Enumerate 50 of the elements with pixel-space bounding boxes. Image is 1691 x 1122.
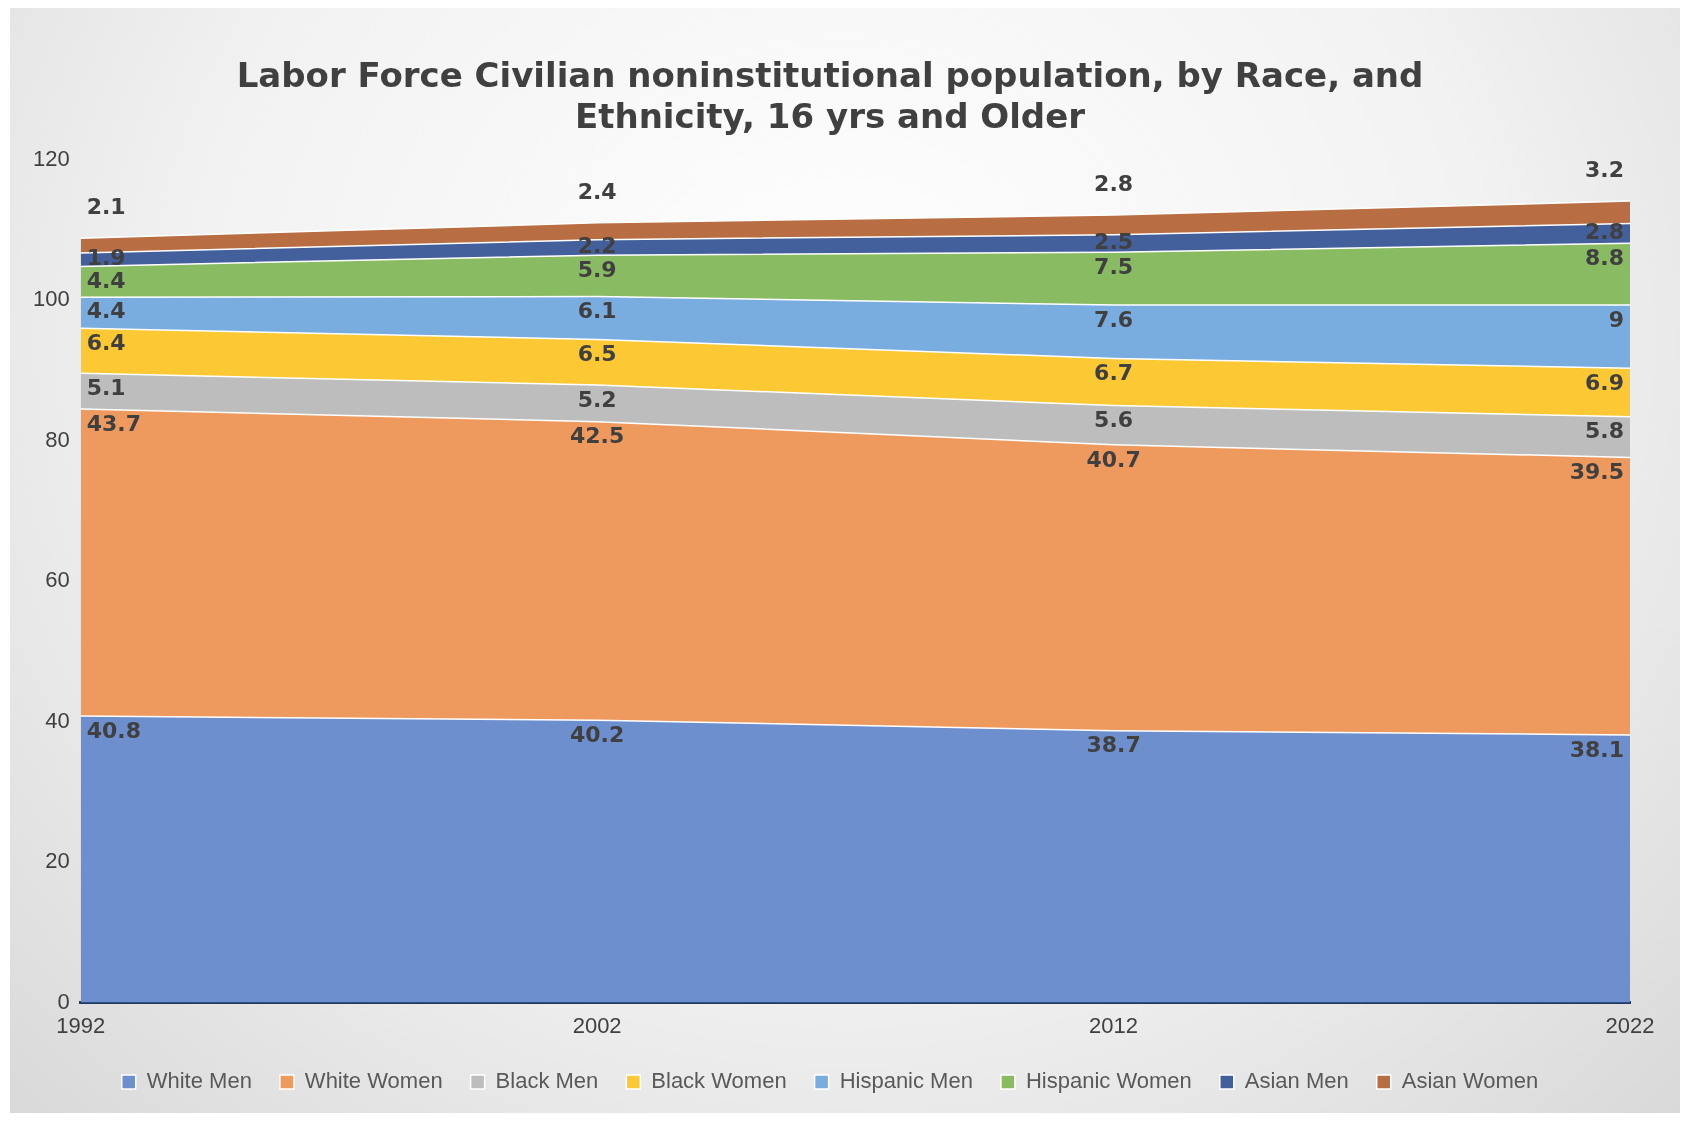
legend-label: Asian Women	[1401, 1068, 1539, 1094]
data-label: 5.6	[1094, 407, 1134, 433]
data-label: 40.7	[1086, 446, 1141, 472]
data-label: 38.1	[1569, 736, 1624, 762]
y-tick-label: 0	[57, 988, 70, 1014]
legend-label: Hispanic Men	[839, 1068, 973, 1094]
data-label: 3.2	[1585, 156, 1624, 182]
x-tick-label: 2012	[1089, 1012, 1139, 1038]
x-tick-label: 2022	[1605, 1012, 1655, 1038]
y-tick-label: 20	[45, 848, 70, 874]
data-label: 4.4	[86, 298, 126, 324]
data-label: 38.7	[1086, 732, 1141, 758]
y-tick-label: 40	[45, 707, 70, 733]
y-tick-label: 80	[45, 426, 70, 452]
data-label: 40.8	[86, 717, 141, 743]
data-label: 7.6	[1094, 306, 1134, 332]
chart-title: Labor Force Civilian noninstitutional population, by Race, and Ethnicity, 16 yrs and Older	[236, 55, 1424, 137]
data-label: 39.5	[1569, 459, 1624, 485]
data-label: 9	[1608, 306, 1624, 332]
data-label: 7.5	[1094, 254, 1134, 280]
legend-label: Asian Men	[1244, 1068, 1349, 1094]
data-label: 5.2	[577, 386, 617, 412]
data-label: 2.8	[1094, 170, 1134, 196]
data-label: 42.5	[570, 423, 625, 449]
y-tick-label: 60	[45, 567, 70, 593]
data-label: 40.2	[570, 721, 625, 747]
legend-label: Hispanic Women	[1025, 1068, 1192, 1094]
data-label: 6.7	[1094, 360, 1134, 386]
data-label: 2.4	[577, 178, 617, 204]
data-label: 2.1	[86, 194, 126, 219]
x-tick-label: 2002	[572, 1012, 622, 1038]
legend-label: White Men	[146, 1068, 252, 1094]
data-label: 5.8	[1585, 418, 1624, 444]
data-label: 5.9	[577, 256, 617, 282]
data-label: 2.5	[1094, 229, 1134, 255]
x-tick-label: 1992	[56, 1012, 106, 1038]
data-label: 2.2	[577, 233, 617, 259]
y-tick-label: 100	[32, 286, 70, 312]
data-label: 5.1	[86, 374, 126, 400]
data-label: 6.1	[577, 298, 617, 324]
y-tick-label: 120	[32, 145, 70, 171]
legend-label: Black Women	[651, 1068, 787, 1094]
legend-label: Black Men	[495, 1068, 599, 1094]
data-label: 2.8	[1585, 219, 1624, 245]
data-label: 6.9	[1585, 369, 1624, 395]
legend-label: White Women	[304, 1068, 443, 1094]
data-label: 6.4	[86, 329, 126, 355]
data-label: 6.5	[577, 341, 617, 367]
data-label: 43.7	[86, 410, 141, 436]
data-label: 8.8	[1585, 244, 1624, 270]
